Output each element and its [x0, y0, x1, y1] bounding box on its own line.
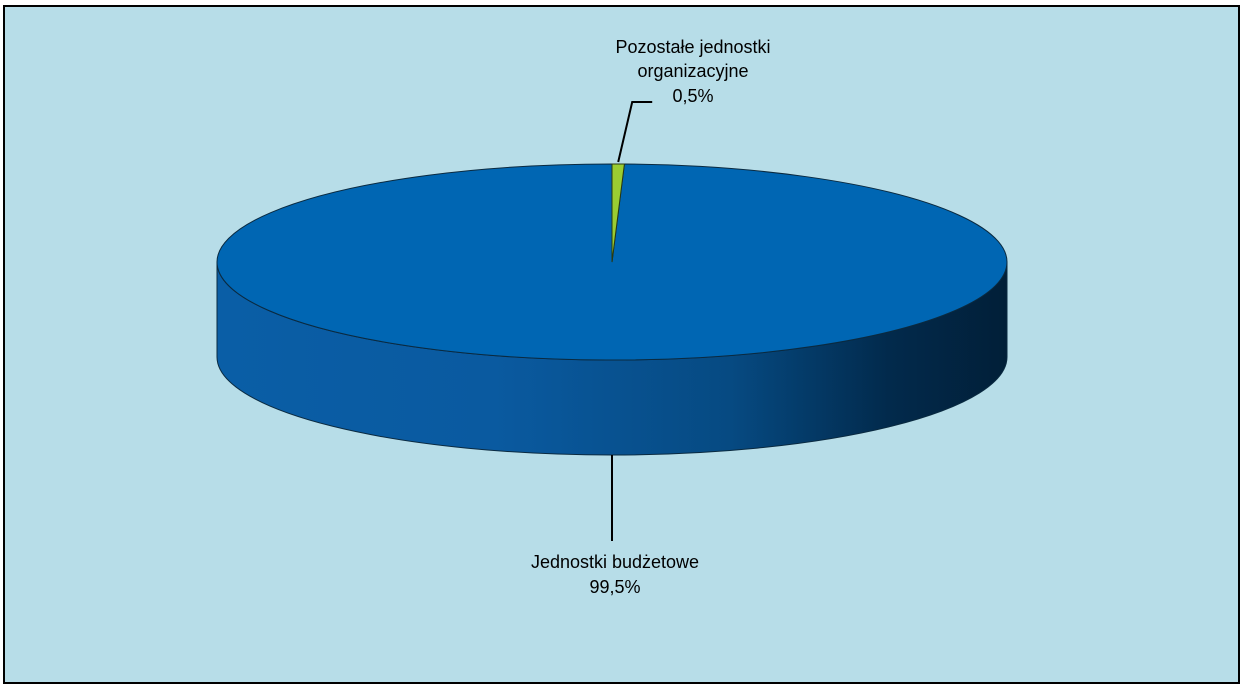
slice-value-pozostale: 0,5%	[672, 86, 713, 106]
slice-label-jednostki: Jednostki budżetowe	[531, 552, 699, 572]
chart-area: Pozostałe jednostki organizacyjne 0,5% J…	[3, 5, 1240, 684]
leader-line-pozostale	[617, 101, 653, 163]
pie-chart: Pozostałe jednostki organizacyjne 0,5% J…	[216, 37, 1008, 597]
slice-label-pozostale-line-1: Pozostałe jednostki	[615, 37, 770, 57]
slice-value-jednostki: 99,5%	[589, 577, 640, 597]
pie-slice-pozostale-jednostki	[611, 163, 625, 263]
slice-label-pozostale-line-2: organizacyjne	[637, 61, 748, 81]
